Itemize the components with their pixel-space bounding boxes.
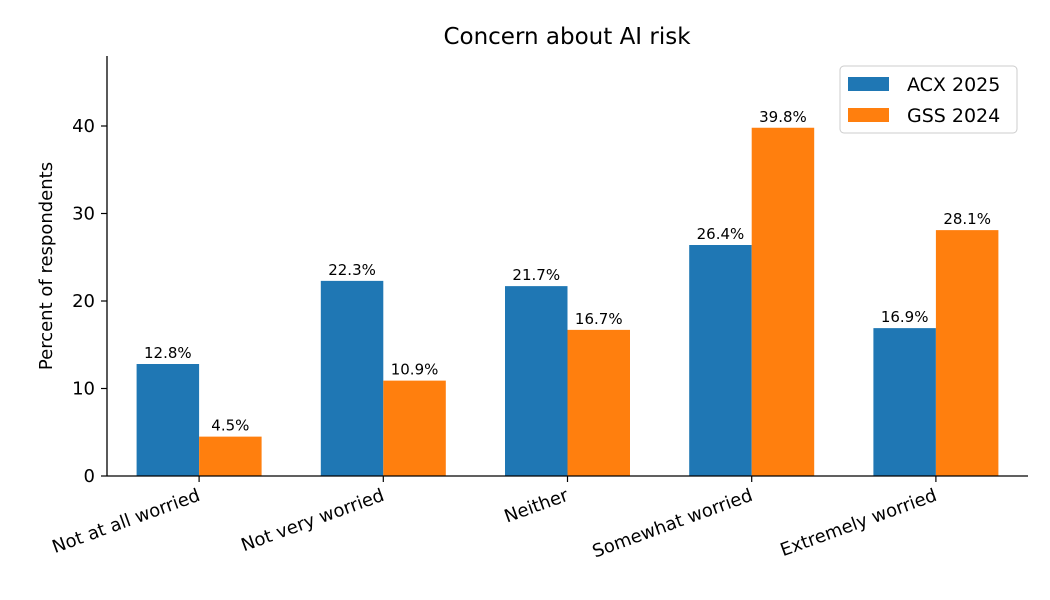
bar-value-label: 10.9% [391,361,439,379]
legend-label-gss-2024: GSS 2024 [907,105,1000,127]
bar-value-label: 4.5% [211,417,249,435]
x-tick-label-neither: Neither [502,485,572,528]
bar-gss-2024-extremely-worried [935,230,999,476]
bar-acx-2025-somewhat-worried [689,245,752,476]
bar-value-label: 22.3% [328,261,376,279]
bar-acx-2025-not-at-all-worried [136,364,200,476]
bar-gss-2024-not-very-worried [383,380,446,476]
bar-value-label: 16.9% [881,308,929,326]
bar-acx-2025-neither [505,286,568,476]
bar-value-label: 16.7% [575,310,623,328]
bar-acx-2025-extremely-worried [873,328,936,476]
y-tick-label: 40 [72,116,95,137]
y-tick-label: 20 [72,291,95,312]
x-tick-label-not-very-worried: Not very worried [238,485,387,556]
legend-label-acx-2025: ACX 2025 [907,74,1000,96]
legend-swatch-acx-2025 [848,77,889,91]
bar-value-label: 28.1% [943,210,991,228]
x-tick-label-somewhat-worried: Somewhat worried [590,485,756,562]
y-tick-label: 10 [72,379,95,400]
bar-gss-2024-neither [567,329,630,476]
plot-area: 12.8% 4.5% 22.3% 10.9% 21.7% 16.7% 26.4% 39.8% 1… [49,56,1028,562]
bar-acx-2025-not-very-worried [320,280,384,476]
bar-value-label: 26.4% [697,225,745,243]
y-tick-label: 0 [84,466,95,487]
y-tick-label: 30 [72,204,95,225]
bar-value-label: 12.8% [144,344,192,362]
bar-value-label: 39.8% [759,108,807,126]
bar-gss-2024-not-at-all-worried [199,436,262,476]
legend: ACX 2025 GSS 2024 [839,65,1018,134]
y-axis-label: Percent of respondents [36,162,57,370]
bar-gss-2024-somewhat-worried [751,127,815,476]
x-tick-label-not-at-all-worried: Not at all worried [49,485,202,558]
chart-title: Concern about AI risk [443,24,691,50]
legend-swatch-gss-2024 [848,108,889,122]
bar-value-label: 21.7% [512,266,560,284]
x-tick-label-extremely-worried: Extremely worried [777,485,939,561]
